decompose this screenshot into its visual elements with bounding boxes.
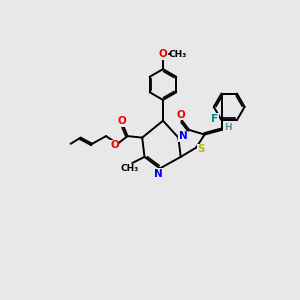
Text: O: O bbox=[176, 110, 185, 119]
Text: S: S bbox=[198, 144, 205, 154]
Text: CH₃: CH₃ bbox=[169, 50, 187, 59]
Text: F: F bbox=[211, 114, 218, 124]
Text: O: O bbox=[159, 50, 167, 59]
Text: CH₃: CH₃ bbox=[121, 164, 139, 173]
Text: O: O bbox=[118, 116, 127, 127]
Text: N: N bbox=[178, 131, 188, 141]
Text: O: O bbox=[110, 140, 119, 150]
Text: H: H bbox=[224, 123, 232, 132]
Text: N: N bbox=[154, 169, 163, 179]
